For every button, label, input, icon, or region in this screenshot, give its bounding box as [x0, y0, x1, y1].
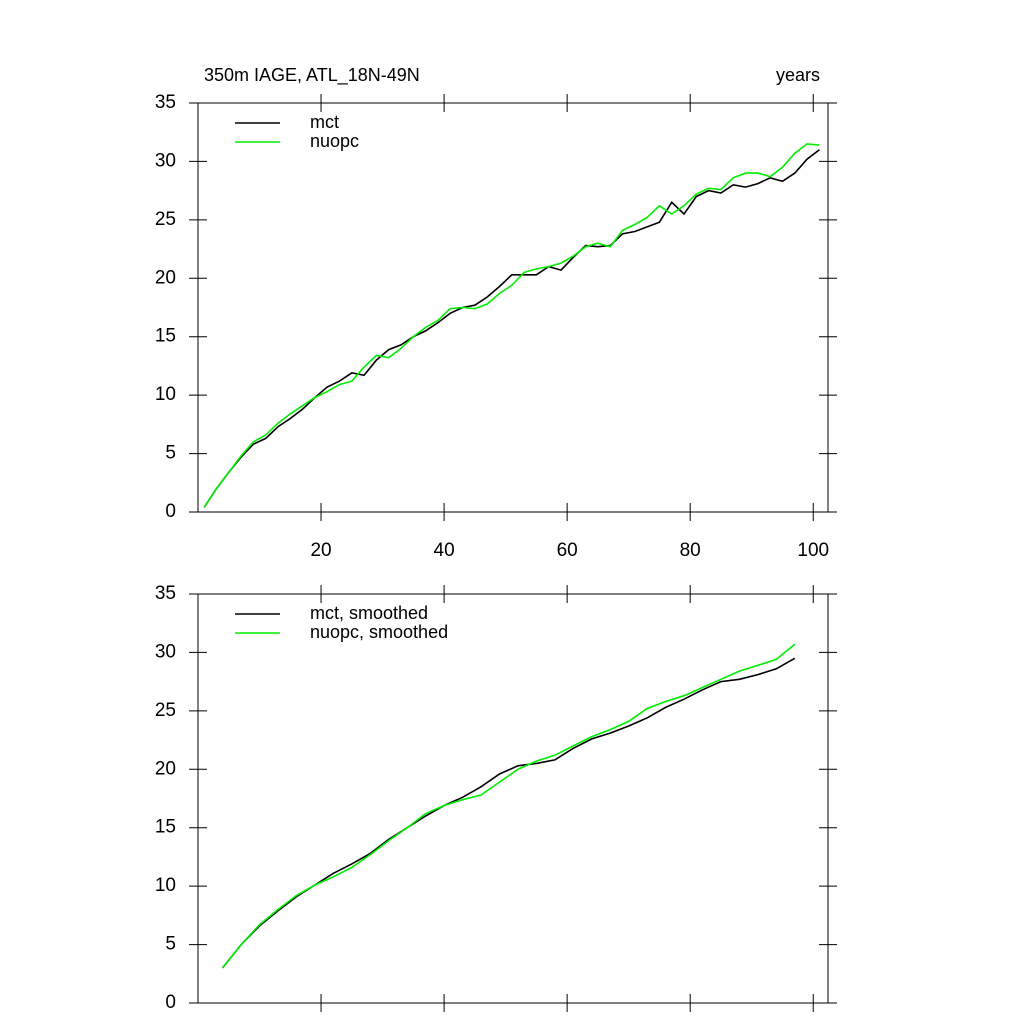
chart-title: 350m IAGE, ATL_18N-49N	[204, 65, 420, 86]
legend-label: nuopc	[310, 131, 359, 151]
y-tick-label: 35	[155, 583, 176, 604]
x-tick-label: 80	[680, 540, 701, 561]
y-tick-label: 15	[155, 326, 176, 347]
series-line	[221, 643, 796, 969]
y-tick-label: 35	[155, 92, 176, 113]
plot-frame	[197, 102, 829, 513]
y-tick-label: 30	[155, 150, 176, 171]
x-tick-label: 20	[310, 540, 331, 561]
y-tick-label: 25	[155, 700, 176, 721]
legend-label: nuopc, smoothed	[310, 622, 448, 642]
right-title: years	[776, 65, 820, 85]
y-tick-label: 10	[155, 875, 176, 896]
series-line	[203, 149, 820, 508]
legend-label: mct	[310, 112, 339, 132]
series-line	[221, 657, 796, 969]
y-tick-label: 10	[155, 384, 176, 405]
y-tick-label: 25	[155, 209, 176, 230]
x-tick-label: 40	[434, 540, 455, 561]
y-tick-label: 0	[165, 501, 176, 522]
x-tick-label: 100	[797, 540, 829, 561]
y-tick-label: 20	[155, 758, 176, 779]
plot-frame	[197, 593, 829, 1004]
y-tick-label: 15	[155, 817, 176, 838]
legend-label: mct, smoothed	[310, 603, 428, 623]
y-tick-label: 30	[155, 641, 176, 662]
x-tick-label: 60	[557, 540, 578, 561]
y-tick-label: 0	[165, 992, 176, 1013]
y-tick-label: 5	[165, 443, 176, 464]
y-tick-label: 5	[165, 934, 176, 955]
y-tick-label: 20	[155, 267, 176, 288]
series-line	[203, 143, 820, 508]
